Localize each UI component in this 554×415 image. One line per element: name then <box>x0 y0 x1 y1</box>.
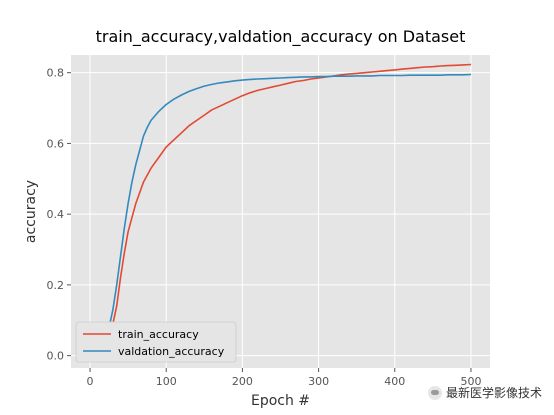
x-tick-label: 0 <box>87 375 94 388</box>
watermark: 最新医学影像技术 <box>427 384 542 401</box>
y-tick-label: 0.2 <box>47 279 65 292</box>
y-tick-label: 0.0 <box>47 350 65 363</box>
watermark-text: 最新医学影像技术 <box>445 386 542 400</box>
x-tick-label: 500 <box>460 375 481 388</box>
x-axis-label: Epoch # <box>251 393 310 409</box>
y-tick-label: 0.6 <box>47 137 65 150</box>
series-line-0 <box>89 63 472 357</box>
legend-label-validation-accuracy: valdation_accuracy <box>118 345 225 358</box>
x-tick-label: 100 <box>156 375 177 388</box>
y-tick-label: 0.8 <box>47 67 65 80</box>
series-line-1 <box>89 73 472 357</box>
x-tick-labels: 0 100 200 300 400 500 <box>87 368 481 388</box>
legend: train_accuracy valdation_accuracy <box>75 321 237 363</box>
y-tick-label: 0.4 <box>47 208 65 221</box>
wechat-icon <box>427 385 442 400</box>
series-lines <box>89 63 472 357</box>
grid-lines <box>71 55 490 368</box>
y-tick-labels: 0.0 0.2 0.4 0.6 0.8 <box>47 67 71 363</box>
x-tick-label: 200 <box>232 375 253 388</box>
legend-label-train-accuracy: train_accuracy <box>118 328 199 341</box>
y-axis-label: accuracy <box>23 180 39 243</box>
x-tick-label: 400 <box>384 375 405 388</box>
chart-title: train_accuracy,valdation_accuracy on Dat… <box>96 27 466 47</box>
legend-box <box>75 321 237 363</box>
plot-background <box>71 55 490 368</box>
x-tick-label: 300 <box>308 375 329 388</box>
